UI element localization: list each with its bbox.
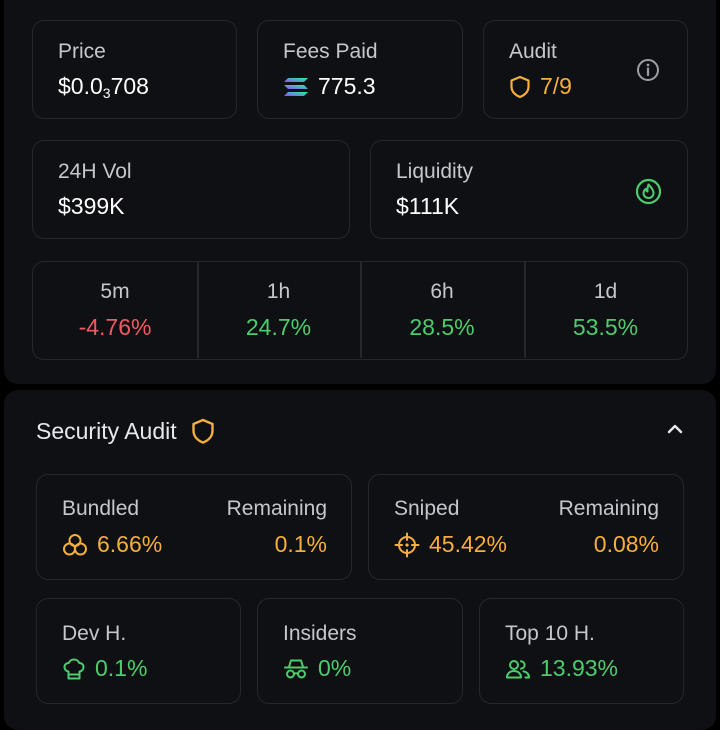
fees-paid-label: Fees Paid xyxy=(283,40,378,63)
liquidity-card: Liquidity $111K xyxy=(370,140,688,239)
divider xyxy=(360,262,362,358)
security-audit-header[interactable]: Security Audit xyxy=(36,418,215,445)
volume-value: $399K xyxy=(58,193,125,219)
sniped-label: Sniped xyxy=(394,497,460,520)
fees-paid-value: 775.3 xyxy=(283,73,376,100)
timeframe-change: -4.76% xyxy=(78,314,152,340)
top10-holders-value: 13.93% xyxy=(505,655,618,682)
insiders-value: 0% xyxy=(283,655,351,682)
price-prefix: $0.0 xyxy=(58,73,103,99)
price-card: Price $0.0 3 708 xyxy=(32,20,237,119)
security-audit-panel: Security Audit Bundled 6.66% Remaining 0… xyxy=(4,390,716,730)
shield-icon xyxy=(509,75,531,99)
chevron-up-icon[interactable] xyxy=(666,420,684,438)
chef-hat-icon xyxy=(62,657,86,681)
section-title: Security Audit xyxy=(36,418,177,444)
price-value: $0.0 3 708 xyxy=(58,73,149,101)
price-zero-count: 3 xyxy=(102,84,111,101)
audit-label: Audit xyxy=(509,40,557,63)
top10-holders-card: Top 10 H. 13.93% xyxy=(479,598,684,704)
price-change-row: 5m -4.76% 1h 24.7% 6h 28.5% 1d 53.5% xyxy=(32,261,688,360)
price-label: Price xyxy=(58,40,106,63)
bundled-label: Bundled xyxy=(62,497,140,520)
token-stats-panel: Price $0.0 3 708 Fees Paid xyxy=(4,0,716,384)
solana-icon xyxy=(283,77,309,97)
timeframe-label: 5m xyxy=(100,280,130,303)
divider xyxy=(524,262,526,358)
insiders-label: Insiders xyxy=(283,622,357,645)
bundled-percent: 6.66% xyxy=(97,531,163,557)
timeframe-change: 53.5% xyxy=(572,314,639,340)
volume-card: 24H Vol $399K xyxy=(32,140,350,239)
crosshair-icon xyxy=(394,532,420,558)
bundle-icon xyxy=(62,533,88,557)
timeframe-change: 24.7% xyxy=(245,314,312,340)
sniped-remaining-value: 0.08% xyxy=(593,531,659,557)
info-icon[interactable] xyxy=(636,58,660,82)
shield-icon xyxy=(191,418,215,445)
audit-score: 7/9 xyxy=(540,73,572,99)
top10-holders-percent: 13.93% xyxy=(540,655,619,681)
fees-paid-amount: 775.3 xyxy=(318,73,376,99)
timeframe-5m[interactable]: 5m -4.76% xyxy=(33,262,197,358)
volume-label: 24H Vol xyxy=(58,160,132,183)
dev-holding-percent: 0.1% xyxy=(95,655,148,681)
bundled-remaining-label: Remaining xyxy=(226,497,327,520)
dev-holding-card: Dev H. 0.1% xyxy=(36,598,241,704)
bundled-remaining-value: 0.1% xyxy=(274,531,327,557)
fees-paid-card: Fees Paid 775.3 xyxy=(257,20,463,119)
spy-icon xyxy=(283,657,309,681)
timeframe-label: 1h xyxy=(266,280,291,303)
users-icon xyxy=(505,657,531,681)
timeframe-1h[interactable]: 1h 24.7% xyxy=(197,262,360,358)
dev-holding-label: Dev H. xyxy=(62,622,127,645)
divider xyxy=(197,262,199,358)
bundled-value: 6.66% xyxy=(62,531,162,558)
flame-icon xyxy=(635,178,662,205)
insiders-card: Insiders 0% xyxy=(257,598,463,704)
price-suffix: 708 xyxy=(110,73,149,99)
liquidity-value: $111K xyxy=(396,193,460,219)
audit-value: 7/9 xyxy=(509,73,572,100)
bundled-card: Bundled 6.66% Remaining 0.1% xyxy=(36,474,352,580)
top10-holders-label: Top 10 H. xyxy=(505,622,595,645)
sniped-percent: 45.42% xyxy=(429,531,508,557)
liquidity-label: Liquidity xyxy=(396,160,474,183)
timeframe-1d[interactable]: 1d 53.5% xyxy=(524,262,687,358)
audit-card[interactable]: Audit 7/9 xyxy=(483,20,688,119)
timeframe-change: 28.5% xyxy=(409,314,475,340)
timeframe-label: 6h xyxy=(430,280,454,303)
timeframe-label: 1d xyxy=(593,280,618,303)
timeframe-6h[interactable]: 6h 28.5% xyxy=(360,262,524,358)
sniped-remaining-label: Remaining xyxy=(558,497,659,520)
dev-holding-value: 0.1% xyxy=(62,655,147,682)
sniped-value: 45.42% xyxy=(394,531,507,558)
sniped-card: Sniped 45.42% Remaining 0.08% xyxy=(368,474,684,580)
insiders-percent: 0% xyxy=(318,655,352,681)
